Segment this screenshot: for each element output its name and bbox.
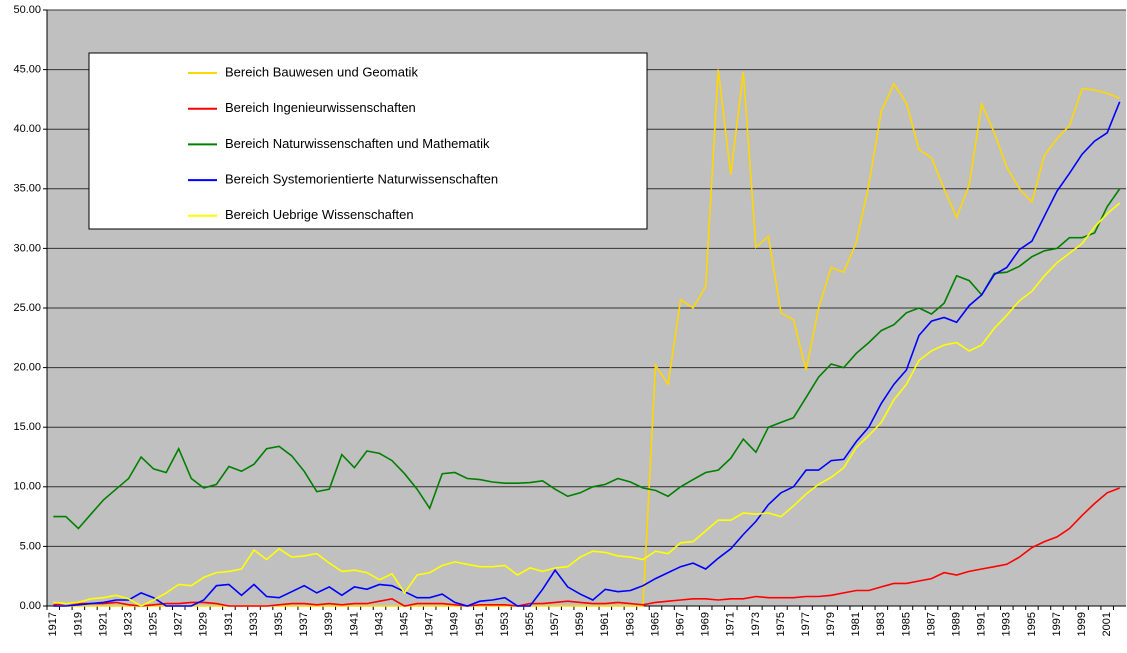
y-tick-label: 15.00 bbox=[13, 421, 41, 433]
x-tick-label: 1985 bbox=[900, 612, 912, 636]
series-line bbox=[53, 101, 1121, 607]
x-tick-label: 1983 bbox=[875, 612, 887, 636]
legend: Bereich Bauwesen und Geomatik Bereich Ing… bbox=[88, 52, 648, 230]
legend-box bbox=[88, 52, 648, 230]
x-tick-label: 1957 bbox=[549, 612, 561, 636]
x-tick-label: 1943 bbox=[373, 612, 385, 636]
x-tick-label: 1935 bbox=[273, 612, 285, 636]
legend-label: Bereich Uebrige Wissenschaften bbox=[225, 207, 414, 222]
x-tick-label: 1953 bbox=[499, 612, 511, 636]
x-tick-label: 1919 bbox=[72, 612, 84, 636]
legend-label: Bereich Bauwesen und Geomatik bbox=[225, 64, 418, 79]
x-tick-label: 1933 bbox=[248, 612, 260, 636]
x-tick-label: 1975 bbox=[775, 612, 787, 636]
y-tick-label: 5.00 bbox=[20, 540, 41, 552]
x-tick-label: 1969 bbox=[700, 612, 712, 636]
x-tick-label: 1917 bbox=[47, 612, 59, 636]
series-line bbox=[53, 487, 1120, 607]
x-tick-label: 1987 bbox=[925, 612, 937, 636]
y-tick-label: 50.00 bbox=[13, 4, 41, 16]
x-tick-label: 2001 bbox=[1101, 612, 1113, 636]
x-tick-label: 1941 bbox=[348, 612, 360, 636]
x-tick-label: 1951 bbox=[474, 612, 486, 636]
x-tick-label: 1955 bbox=[524, 612, 536, 636]
x-tick-label: 1961 bbox=[599, 612, 611, 636]
x-tick-label: 1999 bbox=[1076, 612, 1088, 636]
x-tick-label: 1929 bbox=[198, 612, 210, 636]
x-tick-label: 1993 bbox=[1001, 612, 1013, 636]
y-tick-label: 40.00 bbox=[13, 123, 41, 135]
y-tick-label: 10.00 bbox=[13, 481, 41, 493]
x-tick-label: 1927 bbox=[173, 612, 185, 636]
y-tick-label: 30.00 bbox=[13, 242, 41, 254]
x-tick-label: 1945 bbox=[398, 612, 410, 636]
series-line bbox=[53, 202, 1121, 607]
y-tick-label: 25.00 bbox=[13, 302, 41, 314]
x-tick-label: 1977 bbox=[800, 612, 812, 636]
x-tick-label: 1995 bbox=[1026, 612, 1038, 636]
x-tick-label: 1967 bbox=[675, 612, 687, 636]
x-tick-label: 1937 bbox=[298, 612, 310, 636]
x-tick-label: 1963 bbox=[624, 612, 636, 636]
x-tick-label: 1949 bbox=[449, 612, 461, 636]
legend-label: Bereich Naturwissenschaften und Mathemat… bbox=[225, 136, 490, 151]
x-tick-label: 1931 bbox=[223, 612, 235, 636]
legend-label: Bereich Systemorientierte Naturwissensch… bbox=[225, 172, 498, 187]
x-tick-label: 1991 bbox=[976, 612, 988, 636]
x-tick-label: 1925 bbox=[148, 612, 160, 636]
x-tick-label: 1947 bbox=[424, 612, 436, 636]
y-tick-label: 20.00 bbox=[13, 362, 41, 374]
x-tick-label: 1939 bbox=[323, 612, 335, 636]
y-tick-label: 0.00 bbox=[20, 600, 41, 612]
x-tick-label: 1981 bbox=[850, 612, 862, 636]
y-tick-label: 45.00 bbox=[13, 64, 41, 76]
x-tick-label: 1989 bbox=[951, 612, 963, 636]
x-tick-label: 1923 bbox=[122, 612, 134, 636]
legend-label: Bereich Ingenieurwissenschaften bbox=[225, 100, 416, 115]
x-tick-label: 1965 bbox=[649, 612, 661, 636]
x-tick-label: 1921 bbox=[97, 612, 109, 636]
x-tick-label: 1973 bbox=[750, 612, 762, 636]
y-tick-label: 35.00 bbox=[13, 183, 41, 195]
x-tick-label: 1979 bbox=[825, 612, 837, 636]
x-tick-label: 1997 bbox=[1051, 612, 1063, 636]
x-tick-label: 1971 bbox=[725, 612, 737, 636]
series-line bbox=[53, 188, 1121, 530]
x-tick-label: 1959 bbox=[574, 612, 586, 636]
